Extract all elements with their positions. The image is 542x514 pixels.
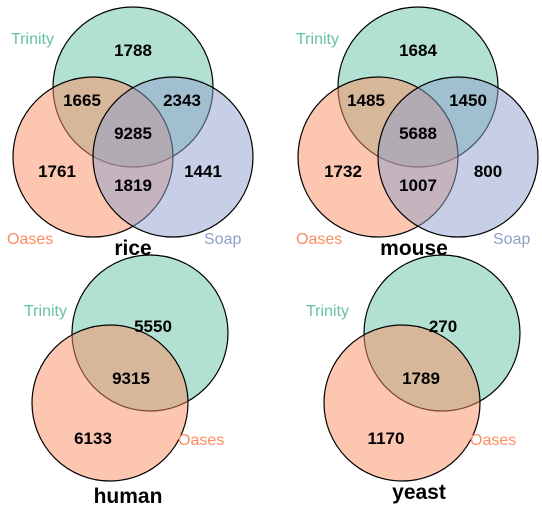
venn-panel-mouse: Trinity Oases Soap 1684 1485 1450 5688 1… (296, 6, 539, 260)
region-count-trinity-only: 1684 (399, 41, 437, 60)
region-count-trinity-only: 5550 (134, 317, 172, 336)
set-circle-soap (377, 76, 539, 238)
set-circle-soap (92, 76, 254, 238)
region-count-oases-soap: 1007 (399, 176, 437, 195)
set-label-trinity: Trinity (24, 303, 67, 320)
set-label-trinity: Trinity (11, 31, 54, 48)
region-count-oases-only: 6133 (74, 429, 112, 448)
set-circle-oases (31, 324, 189, 482)
set-label-trinity: Trinity (296, 31, 339, 48)
region-count-trinity-only: 1788 (114, 41, 152, 60)
region-count-all: 9285 (114, 124, 152, 143)
region-count-oases-soap: 1819 (114, 176, 152, 195)
region-count-trinity-oases: 9315 (112, 369, 150, 388)
region-count-trinity-oases: 1485 (347, 91, 385, 110)
region-count-soap-only: 1441 (184, 162, 222, 181)
region-count-all: 5688 (399, 124, 437, 143)
venn-panel-rice: Trinity Oases Soap 1788 1665 2343 9285 1… (7, 6, 254, 260)
region-count-oases-only: 1761 (38, 162, 76, 181)
panel-title: mouse (380, 237, 448, 260)
region-count-oases-only: 1732 (324, 162, 362, 181)
venn-panel-yeast: Trinity Oases 270 1789 1170 yeast (306, 254, 521, 504)
set-label-soap: Soap (204, 231, 241, 248)
region-count-trinity-oases: 1665 (63, 91, 101, 110)
set-label-oases: Oases (7, 231, 53, 248)
set-label-trinity: Trinity (306, 303, 349, 320)
set-label-oases: Oases (296, 231, 342, 248)
set-label-oases: Oases (178, 432, 224, 449)
panel-title: rice (114, 237, 151, 260)
set-label-oases: Oases (470, 432, 516, 449)
panel-title: human (94, 485, 163, 508)
panel-title: yeast (392, 481, 446, 504)
region-count-trinity-soap: 2343 (163, 91, 201, 110)
region-count-trinity-oases: 1789 (402, 369, 440, 388)
venn-panel-human: Trinity Oases 5550 9315 6133 human (24, 254, 229, 508)
set-label-soap: Soap (493, 231, 530, 248)
region-count-trinity-soap: 1450 (449, 91, 487, 110)
region-count-oases-only: 1170 (368, 429, 405, 448)
region-count-trinity-only: 270 (429, 317, 457, 336)
region-count-soap-only: 800 (474, 162, 502, 181)
set-circle-oases (323, 324, 481, 482)
